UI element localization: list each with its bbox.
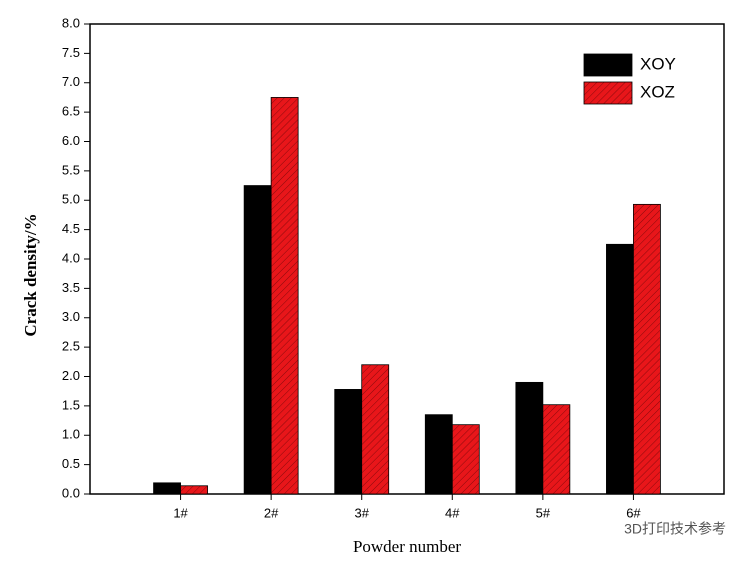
y-tick-label: 0.5 <box>62 456 80 471</box>
bar <box>424 414 453 495</box>
x-tick-label: 3# <box>354 505 369 520</box>
bar <box>270 97 299 495</box>
x-axis-label: Powder number <box>353 537 461 556</box>
y-tick-label: 7.5 <box>62 45 80 60</box>
y-tick-label: 4.5 <box>62 221 80 236</box>
x-tick-label: 2# <box>264 505 279 520</box>
bar <box>153 482 181 495</box>
y-tick-label: 5.5 <box>62 162 80 177</box>
y-tick-label: 1.0 <box>62 427 80 442</box>
y-tick-label: 1.5 <box>62 397 80 412</box>
y-tick-label: 3.0 <box>62 309 80 324</box>
legend-swatch <box>583 81 633 105</box>
bar <box>606 243 634 495</box>
y-tick-label: 0.0 <box>62 485 80 500</box>
bar <box>542 404 571 495</box>
y-tick-label: 4.0 <box>62 250 80 265</box>
bar <box>633 203 661 495</box>
y-tick-label: 8.0 <box>62 15 80 30</box>
y-axis-label: Crack density/% <box>21 213 40 336</box>
legend-label: XOZ <box>640 82 675 101</box>
x-tick-label: 4# <box>445 505 460 520</box>
y-tick-label: 7.0 <box>62 74 80 89</box>
bar <box>515 381 544 495</box>
legend-label: XOY <box>640 54 676 73</box>
y-tick-label: 6.0 <box>62 133 80 148</box>
y-tick-label: 2.0 <box>62 368 80 383</box>
y-tick-label: 2.5 <box>62 339 80 354</box>
bar <box>180 485 208 495</box>
bar <box>243 185 272 495</box>
bar <box>334 389 363 495</box>
x-tick-label: 6# <box>626 505 641 520</box>
y-tick-label: 3.5 <box>62 280 80 295</box>
bar <box>451 424 480 495</box>
x-tick-label: 1# <box>173 505 188 520</box>
bar <box>361 364 390 495</box>
y-tick-label: 6.5 <box>62 104 80 119</box>
x-tick-label: 5# <box>536 505 551 520</box>
y-tick-label: 5.0 <box>62 192 80 207</box>
legend-swatch <box>583 53 633 77</box>
watermark: 3D打印技术参考 <box>624 521 726 537</box>
